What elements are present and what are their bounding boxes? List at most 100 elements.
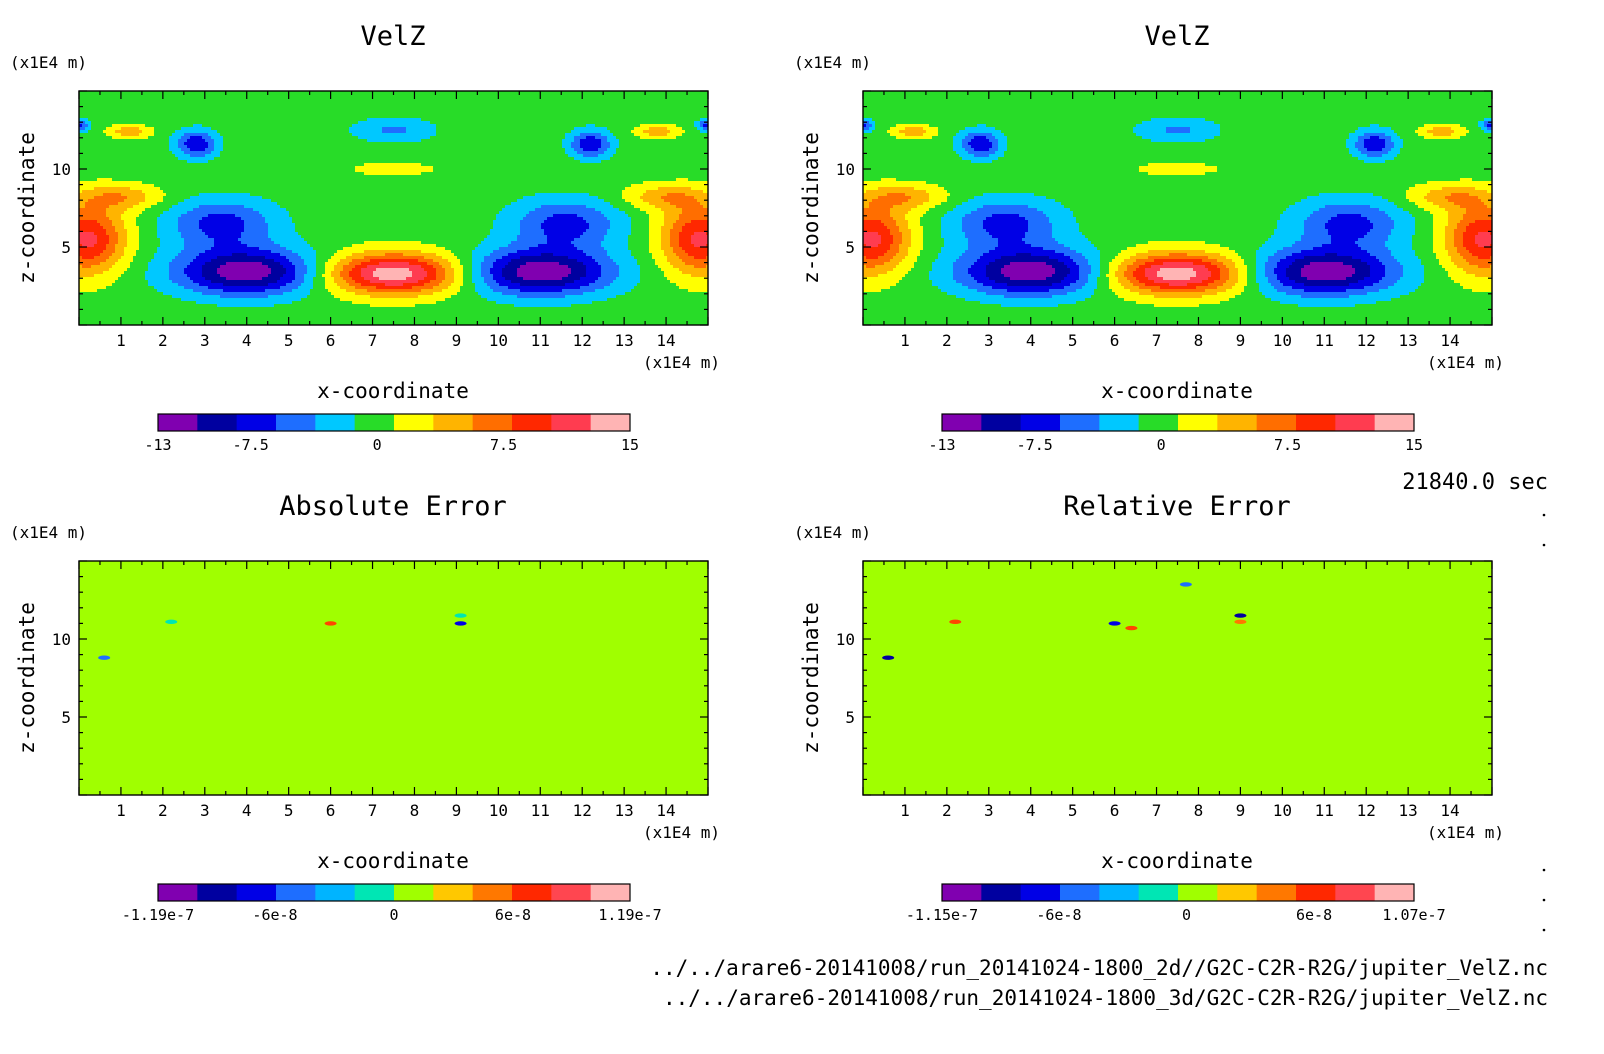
x-tick-label: 10 [489, 801, 508, 820]
x-tick-label: 3 [200, 331, 210, 350]
footer-path-line-2: ../../arare6-20141008/run_20141024-1800_… [663, 986, 1548, 1010]
margin-dot [1542, 898, 1546, 902]
y-tick-label: 10 [52, 630, 71, 649]
x-tick-label: 3 [200, 801, 210, 820]
colorbar-segment [1296, 884, 1336, 901]
y-tick-label: 10 [836, 160, 855, 179]
x-axis-label: x-coordinate [1101, 379, 1253, 403]
x-tick-label: 11 [531, 801, 550, 820]
colorbar-tick-label: 0 [1182, 906, 1191, 924]
x-tick-label: 2 [942, 801, 952, 820]
colorbar-segment [354, 414, 395, 431]
x-tick-label: 12 [573, 801, 592, 820]
colorbar-segment [315, 414, 356, 431]
x-tick-label: 5 [1068, 801, 1078, 820]
y-tick-label: 5 [61, 238, 71, 257]
colorbar-tick-label: 1.19e-7 [598, 906, 661, 924]
x-axis-unit: (x1E4 m) [643, 823, 720, 842]
colorbar-tick-label: 15 [1405, 436, 1423, 454]
colorbar-segment [472, 884, 513, 901]
colorbar-tick-label: -7.5 [233, 436, 269, 454]
margin-dot [1542, 868, 1546, 872]
error-blip [165, 619, 178, 625]
colorbar-segment [590, 414, 631, 431]
chart-title: Absolute Error [279, 491, 507, 522]
colorbar-segment [236, 884, 277, 901]
x-tick-label: 14 [1440, 331, 1459, 350]
x-tick-label: 1 [116, 801, 126, 820]
x-tick-label: 8 [410, 331, 420, 350]
colorbar-segment [1138, 414, 1179, 431]
colorbar-tick-label: 0 [389, 906, 398, 924]
colorbar-segment [1060, 414, 1100, 431]
colorbar-tick-label: 1.07e-7 [1382, 906, 1445, 924]
error-background [79, 561, 708, 795]
y-tick-label: 10 [836, 630, 855, 649]
colorbar-tick-label: -13 [144, 436, 171, 454]
y-axis-unit: (x1E4 m) [10, 53, 87, 72]
colorbar-tick-label: 6e-8 [1296, 906, 1332, 924]
x-axis-label: x-coordinate [317, 849, 469, 873]
colorbar-segment [1099, 414, 1140, 431]
colorbar-segment [1060, 884, 1100, 901]
heatmap-field [79, 91, 708, 325]
x-tick-label: 12 [573, 331, 592, 350]
colorbar-segment [551, 414, 592, 431]
x-tick-label: 2 [158, 801, 168, 820]
x-tick-label: 4 [1026, 801, 1036, 820]
y-tick-label: 5 [845, 238, 855, 257]
x-tick-label: 1 [116, 331, 126, 350]
colorbar-segment [942, 884, 982, 901]
chart-panel-1: VelZ(x1E4 m)1 2 3 4 5 6 7 8 9 10 11 12 13 14510(x1E4 … [10, 21, 720, 454]
y-axis-label: z-coordinate [15, 602, 39, 754]
x-tick-label: 13 [1399, 331, 1418, 350]
error-blip [1179, 582, 1192, 587]
x-tick-label: 1 [900, 331, 910, 350]
colorbar-segment [433, 414, 474, 431]
x-tick-label: 2 [158, 331, 168, 350]
error-blip [324, 621, 337, 626]
x-tick-label: 8 [1194, 801, 1204, 820]
colorbar-segment [158, 414, 198, 431]
x-tick-label: 9 [452, 801, 462, 820]
colorbar-segment [433, 884, 474, 901]
x-tick-label: 2 [942, 331, 952, 350]
colorbar-segment [394, 884, 434, 901]
colorbar-segment [236, 414, 277, 431]
error-blip [1234, 613, 1247, 618]
error-blip [1234, 619, 1247, 625]
x-tick-label: 5 [284, 801, 294, 820]
x-tick-label: 10 [1273, 331, 1292, 350]
colorbar-segment [1099, 884, 1140, 901]
error-blip [98, 655, 111, 660]
colorbar-frame [941, 413, 1415, 432]
error-blip [949, 619, 962, 625]
colorbar-segment [354, 884, 395, 901]
x-tick-label: 10 [489, 331, 508, 350]
colorbar-tick-label: -13 [928, 436, 955, 454]
margin-dot [1542, 513, 1546, 517]
colorbar-segment [981, 414, 1022, 431]
heatmap-field [79, 561, 708, 795]
colorbar-segment [1335, 884, 1376, 901]
colorbar-tick-label: -1.19e-7 [122, 906, 194, 924]
x-tick-label: 6 [1110, 801, 1120, 820]
colorbar-tick-label: 0 [1157, 436, 1166, 454]
chart-panel-2: VelZ(x1E4 m)1 2 3 4 5 6 7 8 9 10 11 12 13 14510(x1E4 … [794, 21, 1504, 454]
x-tick-label: 11 [531, 331, 550, 350]
colorbar-segment [551, 884, 592, 901]
colorbar-segment [1296, 414, 1336, 431]
x-tick-label: 13 [615, 331, 634, 350]
x-tick-label: 1 [900, 801, 910, 820]
error-blip [1108, 621, 1121, 626]
error-blip [882, 655, 895, 660]
x-tick-label: 4 [242, 801, 252, 820]
heatmap-field [863, 561, 1492, 795]
x-axis-unit: (x1E4 m) [643, 353, 720, 372]
colorbar-tick-label: -1.15e-7 [906, 906, 978, 924]
chart-title: VelZ [1144, 21, 1209, 52]
error-blip [1125, 625, 1138, 631]
colorbar-segment [1374, 414, 1415, 431]
colorbar-segment [1138, 884, 1179, 901]
colorbar-segment [394, 414, 434, 431]
